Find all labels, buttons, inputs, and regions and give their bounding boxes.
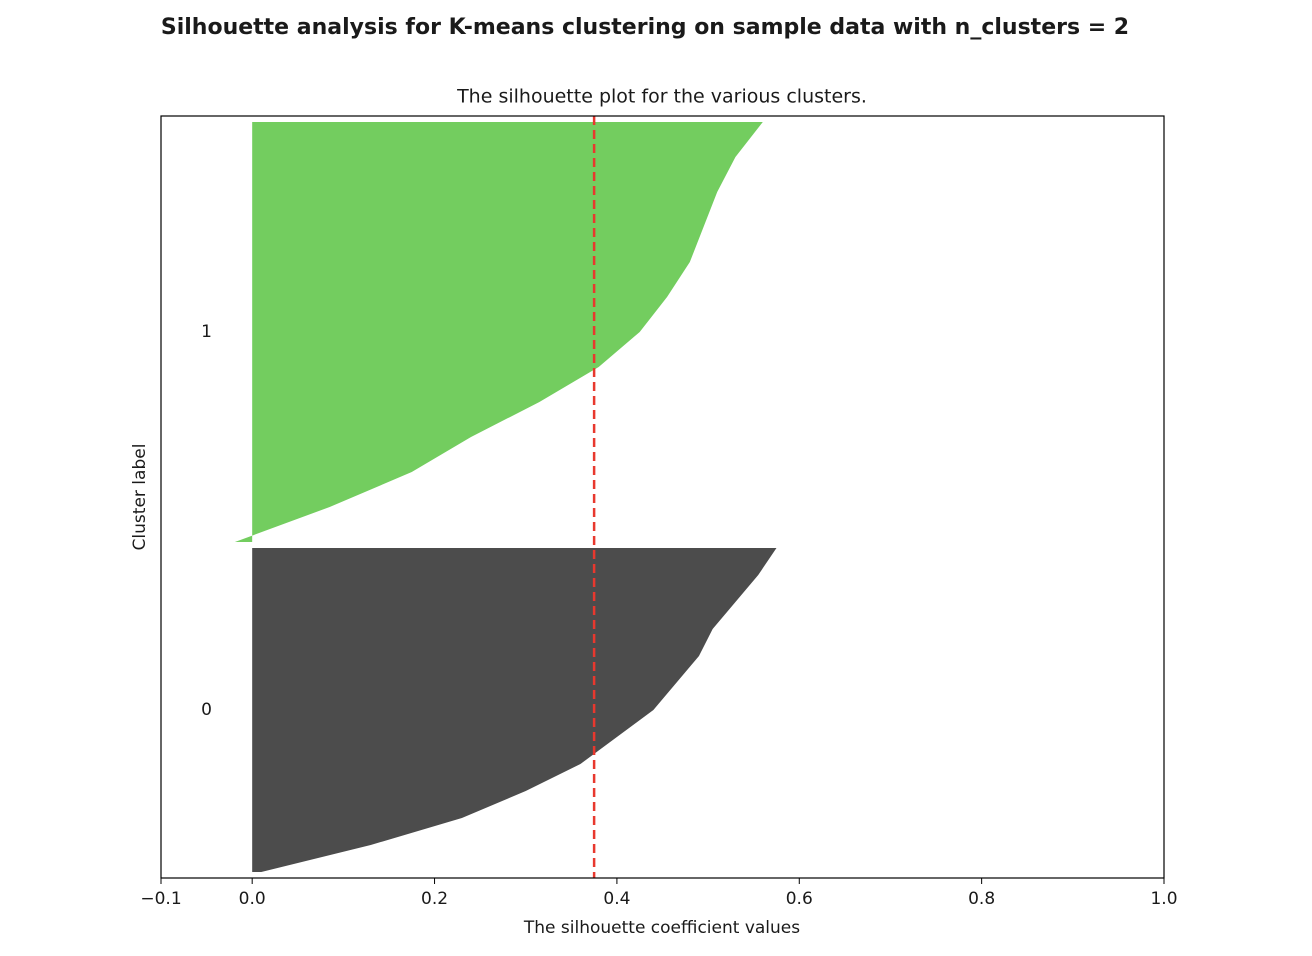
cluster-label: 1 xyxy=(201,322,212,342)
x-tick-label: 0.0 xyxy=(239,889,266,909)
y-axis-label: Cluster label xyxy=(130,444,150,551)
x-tick-label: 1.0 xyxy=(1150,889,1177,909)
x-tick-label: 0.6 xyxy=(786,889,813,909)
cluster-silhouette xyxy=(252,548,777,872)
chart-subtitle: The silhouette plot for the various clus… xyxy=(456,86,867,108)
x-axis-label: The silhouette coefficient values xyxy=(523,918,800,938)
x-tick-label: −0.1 xyxy=(140,889,181,909)
cluster-silhouette xyxy=(234,122,763,542)
cluster-label: 0 xyxy=(201,700,212,720)
x-tick-label: 0.4 xyxy=(603,889,630,909)
plot-frame xyxy=(160,115,1165,879)
x-tick-label: 0.2 xyxy=(421,889,448,909)
chart-title: Silhouette analysis for K-means clusteri… xyxy=(161,15,1129,40)
x-tick-label: 0.8 xyxy=(968,889,995,909)
